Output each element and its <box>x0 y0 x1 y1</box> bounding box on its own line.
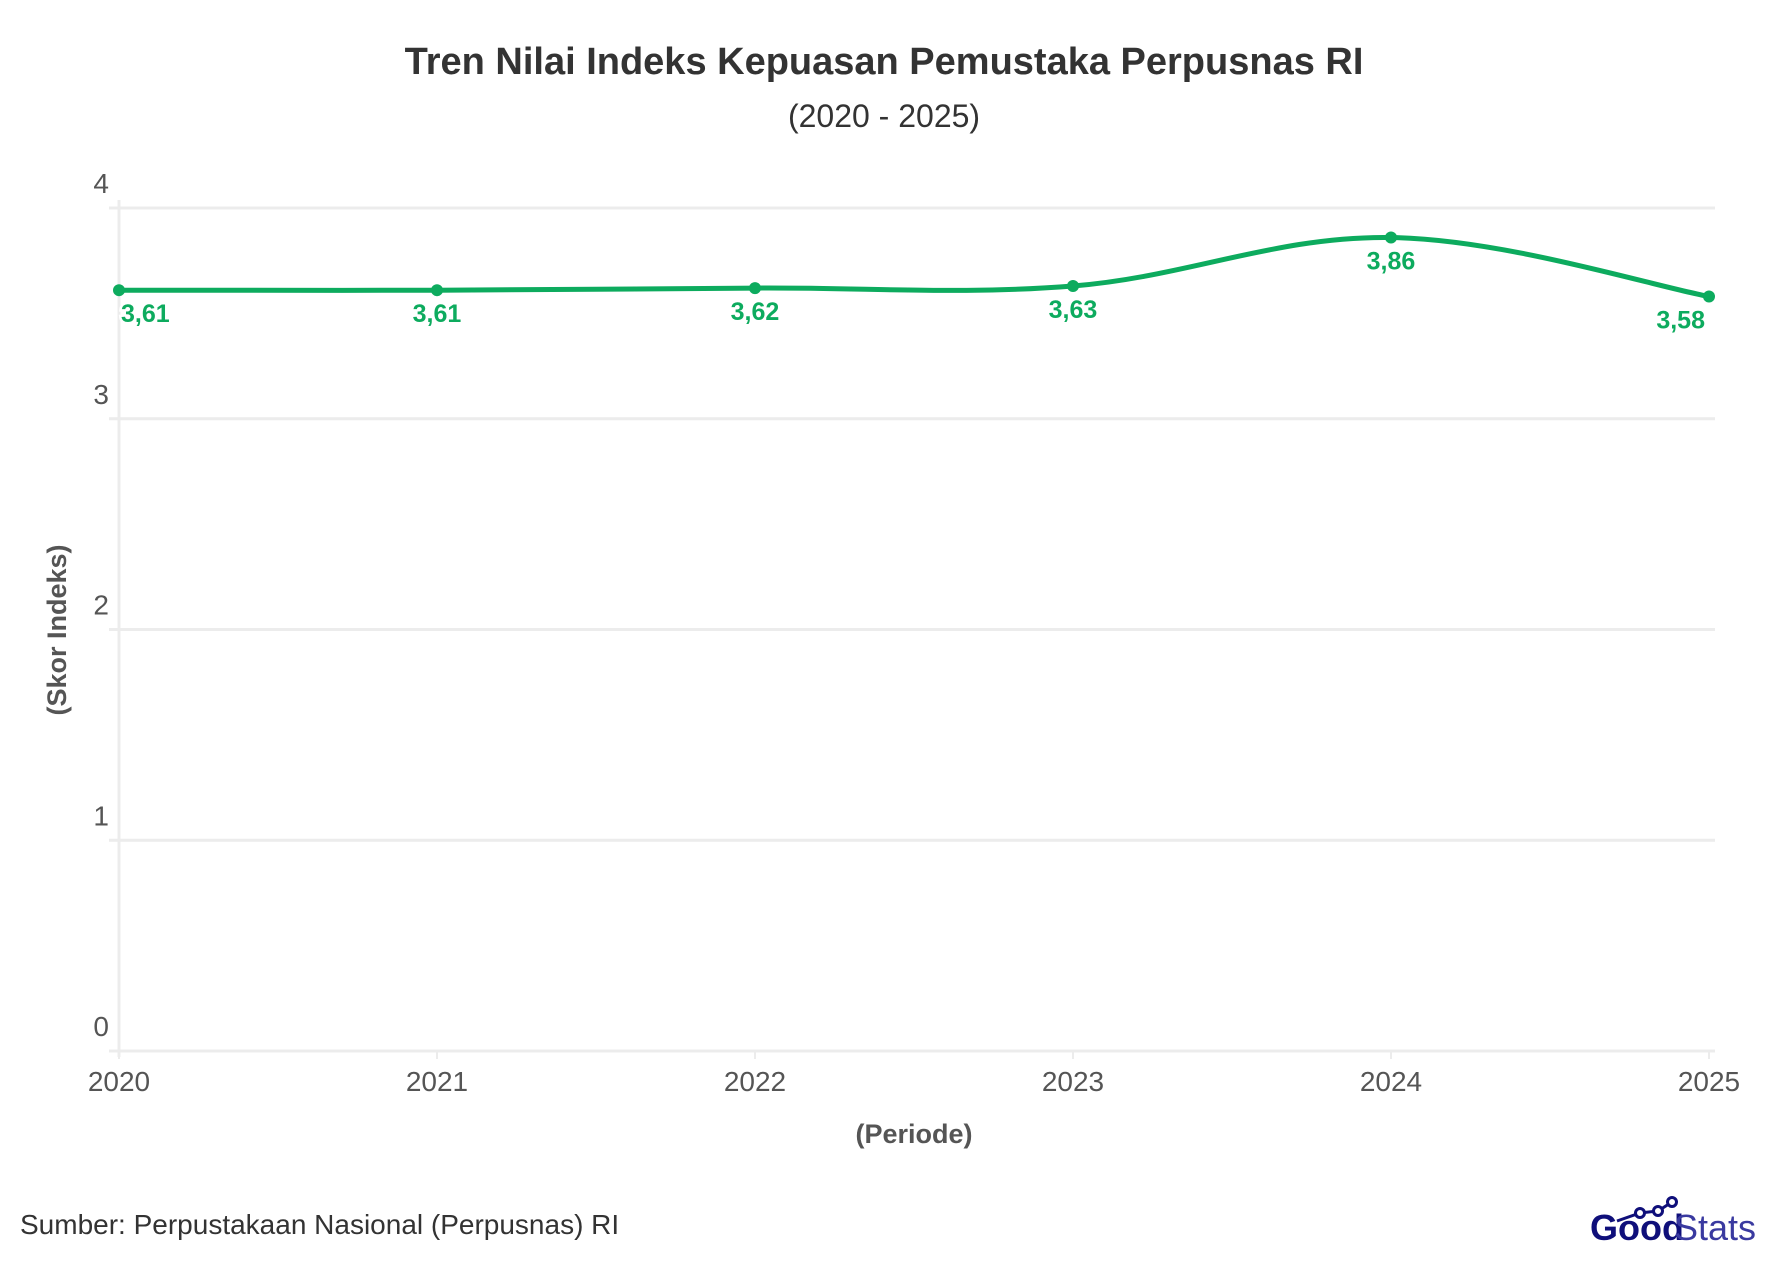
chart-subtitle: (2020 - 2025) <box>788 98 980 134</box>
chart-title: Tren Nilai Indeks Kepuasan Pemustaka Per… <box>405 41 1364 83</box>
x-tick-label: 2020 <box>88 1066 150 1097</box>
data-point <box>1067 279 1079 292</box>
x-tick-label: 2025 <box>1678 1066 1740 1097</box>
data-point <box>113 284 125 297</box>
x-tick-label: 2024 <box>1360 1066 1422 1097</box>
data-label: 3,62 <box>731 298 780 326</box>
data-label: 3,63 <box>1049 296 1098 324</box>
data-point <box>1385 231 1397 244</box>
source-note: Sumber: Perpustakaan Nasional (Perpusnas… <box>20 1209 619 1240</box>
data-label: 3,58 <box>1656 307 1705 335</box>
y-axis-label: (Skor Indeks) <box>42 544 72 715</box>
logo-text-good: Good <box>1590 1207 1684 1248</box>
y-tick-label: 3 <box>93 379 109 410</box>
y-tick-label: 1 <box>93 800 109 831</box>
x-tick-label: 2023 <box>1042 1066 1104 1097</box>
y-tick-label: 4 <box>93 168 109 199</box>
data-point <box>749 282 761 295</box>
x-tick-label: 2022 <box>724 1066 786 1097</box>
logo-text-stats: Stats <box>1674 1207 1756 1248</box>
data-label: 3,86 <box>1367 248 1416 276</box>
data-label: 3,61 <box>121 300 170 328</box>
x-axis-label: (Periode) <box>855 1119 972 1149</box>
data-point <box>431 284 443 297</box>
data-point <box>1703 290 1715 303</box>
y-tick-label: 0 <box>93 1011 109 1042</box>
goodstats-logo: Good Stats <box>1590 1196 1756 1248</box>
series-line <box>118 234 1710 299</box>
y-tick-label: 2 <box>93 590 109 621</box>
data-label: 3,61 <box>413 300 462 328</box>
x-tick-label: 2021 <box>406 1066 468 1097</box>
